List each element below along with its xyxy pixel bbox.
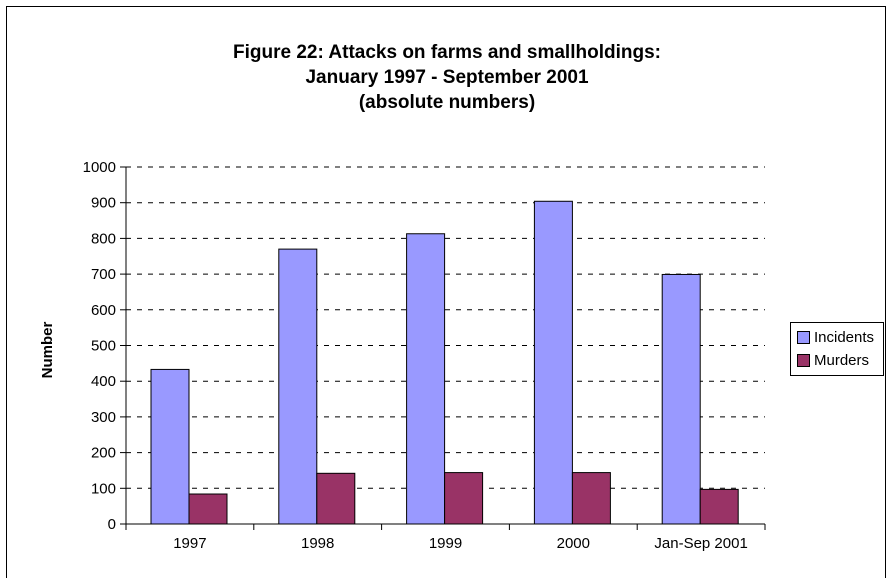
x-tick-labels: 1997 1998 1999 2000 Jan-Sep 2001 (173, 535, 748, 552)
bars (150, 200, 739, 525)
legend-item-murders: Murders (797, 349, 877, 372)
x-tick-label-1: 1998 (301, 535, 334, 552)
x-tick-label-3: 2000 (557, 535, 590, 552)
bar-incidents-3 (533, 200, 573, 525)
bar-incidents-2 (406, 233, 446, 525)
bar-incidents-4 (661, 273, 701, 525)
chart-title-line-2: January 1997 - September 2001 (305, 67, 589, 88)
y-tick-label-700: 700 (91, 266, 116, 283)
x-tick-label-4: Jan-Sep 2001 (654, 535, 747, 552)
legend-label-murders: Murders (814, 352, 870, 369)
y-tick-label-100: 100 (91, 480, 116, 497)
x-tick-label-2: 1999 (429, 535, 462, 552)
legend-label-incidents: Incidents (814, 329, 875, 346)
axes (120, 166, 766, 530)
y-axis-title: Number (39, 322, 56, 379)
bar-murders-3 (571, 472, 611, 525)
chart-title: Figure 22: Attacks on farms and smallhol… (7, 40, 887, 115)
legend-swatch-incidents (797, 331, 810, 344)
legend: Incidents Murders (790, 322, 884, 376)
bar-incidents-1 (278, 248, 318, 525)
legend-swatch-murders (797, 354, 810, 367)
y-tick-label-900: 900 (91, 195, 116, 212)
bar-murders-1 (316, 472, 356, 525)
legend-item-incidents: Incidents (797, 326, 877, 349)
bar-murders-4 (699, 488, 739, 525)
bar-murders-0 (188, 493, 228, 525)
y-tick-label-400: 400 (91, 373, 116, 390)
y-tick-label-800: 800 (91, 230, 116, 247)
chart-frame: Figure 22: Attacks on farms and smallhol… (6, 6, 886, 578)
x-tick-label-0: 1997 (173, 535, 206, 552)
bar-incidents-0 (150, 368, 190, 525)
y-tick-label-0: 0 (108, 516, 116, 533)
y-tick-labels: 0 100 200 300 400 500 600 700 800 900 1000 (83, 159, 116, 533)
y-tick-label-300: 300 (91, 409, 116, 426)
bar-murders-2 (444, 472, 484, 525)
y-tick-label-1000: 1000 (83, 159, 116, 176)
chart-title-line-1: Figure 22: Attacks on farms and smallhol… (233, 42, 661, 63)
y-tick-label-500: 500 (91, 338, 116, 355)
chart-title-line-3: (absolute numbers) (358, 92, 536, 113)
y-tick-label-200: 200 (91, 445, 116, 462)
y-tick-label-600: 600 (91, 302, 116, 319)
